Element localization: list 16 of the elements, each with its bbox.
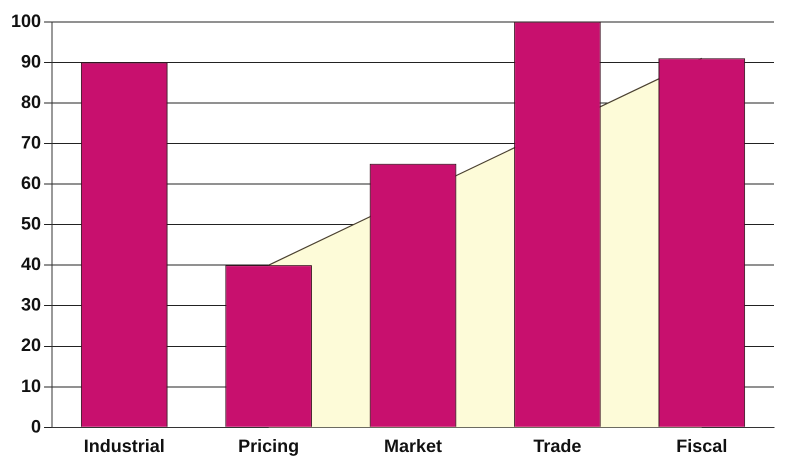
y-tick-label: 100 (10, 10, 42, 31)
x-tick-label: Fiscal (676, 436, 728, 456)
y-tick-label: 10 (21, 376, 42, 396)
x-tick-label: Trade (533, 436, 582, 456)
x-tick-label: Pricing (238, 436, 300, 456)
y-tick-label: 90 (21, 51, 42, 72)
y-tick-label: 80 (21, 92, 42, 112)
y-tick-label: 70 (21, 132, 42, 152)
x-tick-label: Market (384, 436, 442, 456)
y-tick-label: 0 (31, 416, 42, 436)
y-tick-label: 30 (21, 294, 42, 315)
y-tick-label: 20 (21, 335, 42, 356)
y-tick-label: 40 (21, 254, 42, 274)
x-tick-label: Industrial (84, 436, 165, 456)
y-tick-label: 60 (21, 173, 42, 194)
y-tick-label: 50 (21, 214, 42, 234)
